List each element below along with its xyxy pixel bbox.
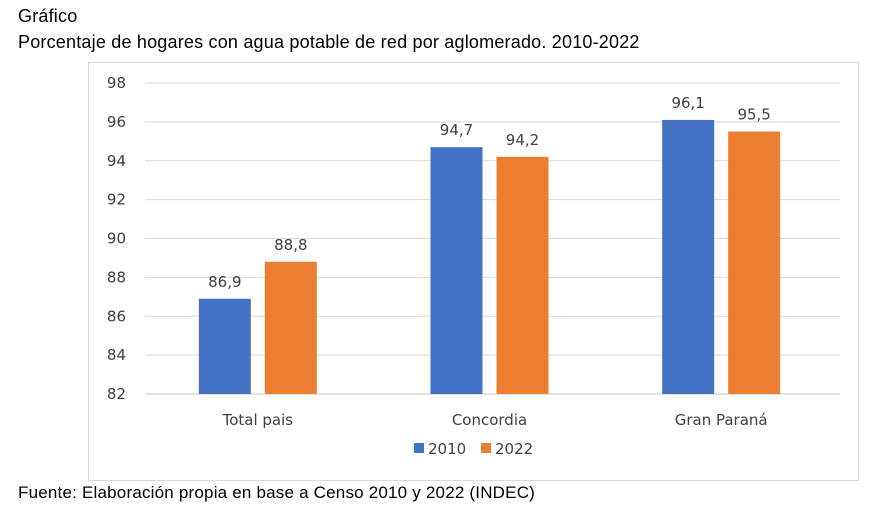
data-label: 94,7 — [440, 121, 473, 139]
bar-2010 — [662, 119, 715, 395]
bar-2022 — [728, 131, 781, 394]
legend-label: 2010 — [428, 440, 466, 458]
y-tick-label: 92 — [107, 191, 126, 209]
y-tick-label: 94 — [107, 152, 126, 170]
y-tick-label: 98 — [107, 74, 126, 92]
data-label: 86,9 — [208, 273, 241, 291]
x-tick-label: Concordia — [452, 411, 527, 429]
y-tick-label: 90 — [107, 230, 126, 248]
data-label: 88,8 — [274, 236, 307, 254]
bar-2010 — [430, 147, 483, 394]
y-tick-label: 82 — [107, 385, 126, 403]
bar-2010 — [198, 298, 251, 394]
data-label: 94,2 — [506, 131, 539, 149]
bar-2022 — [496, 156, 549, 394]
bar-2022 — [264, 261, 317, 394]
source-note: Fuente: Elaboración propia en base a Cen… — [18, 483, 536, 502]
legend-swatch-2010 — [414, 443, 424, 453]
x-tick-label: Gran Paraná — [675, 411, 768, 429]
data-label: 96,1 — [671, 94, 704, 112]
chart-border — [88, 62, 859, 481]
chart-title: Porcentaje de hogares con agua potable d… — [18, 32, 640, 52]
y-tick-label: 84 — [107, 346, 126, 364]
chart-label: Gráfico — [18, 6, 78, 26]
legend-swatch-2022 — [481, 443, 491, 453]
data-label: 95,5 — [737, 106, 770, 124]
y-tick-label: 88 — [107, 268, 126, 286]
legend-label: 2022 — [495, 440, 533, 458]
y-tick-label: 96 — [107, 113, 126, 131]
y-tick-label: 86 — [107, 307, 126, 325]
x-tick-label: Total pais — [222, 411, 294, 429]
